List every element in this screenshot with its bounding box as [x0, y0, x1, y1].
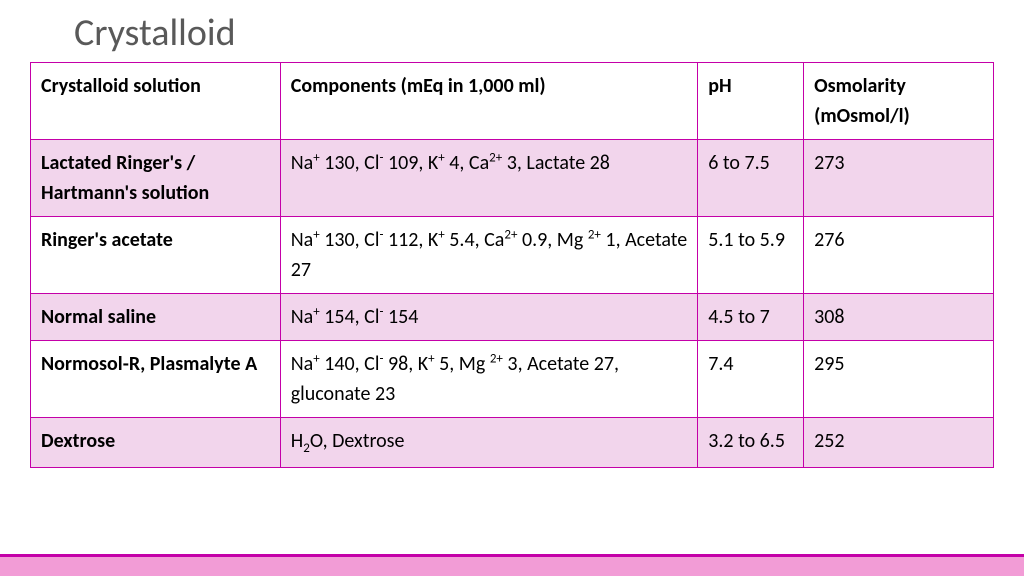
components-cell: Na+ 130, Cl- 109, K+ 4, Ca2+ 3, Lactate …: [280, 140, 697, 217]
components-cell: Na+ 140, Cl- 98, K+ 5, Mg 2+ 3, Acetate …: [280, 341, 697, 418]
components-cell: Na+ 154, Cl- 154: [280, 294, 697, 341]
footer-band: [0, 554, 1024, 576]
solution-cell: Normal saline: [31, 294, 281, 341]
table-header-cell: Components (mEq in 1,000 ml): [280, 63, 697, 140]
ph-cell: 4.5 to 7: [698, 294, 804, 341]
table-row: Ringer's acetateNa+ 130, Cl- 112, K+ 5.4…: [31, 217, 994, 294]
osmolarity-cell: 252: [804, 418, 994, 468]
components-cell: Na+ 130, Cl- 112, K+ 5.4, Ca2+ 0.9, Mg 2…: [280, 217, 697, 294]
ph-cell: 5.1 to 5.9: [698, 217, 804, 294]
table-row: Normosol-R, Plasmalyte ANa+ 140, Cl- 98,…: [31, 341, 994, 418]
table-header-cell: Osmolarity (mOsmol/l): [804, 63, 994, 140]
table-header-cell: Crystalloid solution: [31, 63, 281, 140]
osmolarity-cell: 295: [804, 341, 994, 418]
table-row: Normal salineNa+ 154, Cl- 1544.5 to 7308: [31, 294, 994, 341]
table-header-cell: pH: [698, 63, 804, 140]
page-title: Crystalloid: [74, 10, 1004, 56]
solution-cell: Ringer's acetate: [31, 217, 281, 294]
table-row: Lactated Ringer's / Hartmann's solutionN…: [31, 140, 994, 217]
crystalloid-table: Crystalloid solutionComponents (mEq in 1…: [30, 62, 994, 468]
osmolarity-cell: 276: [804, 217, 994, 294]
solution-cell: Dextrose: [31, 418, 281, 468]
table-header-row: Crystalloid solutionComponents (mEq in 1…: [31, 63, 994, 140]
solution-cell: Normosol-R, Plasmalyte A: [31, 341, 281, 418]
ph-cell: 7.4: [698, 341, 804, 418]
ph-cell: 6 to 7.5: [698, 140, 804, 217]
osmolarity-cell: 308: [804, 294, 994, 341]
components-cell: H2O, Dextrose: [280, 418, 697, 468]
solution-cell: Lactated Ringer's / Hartmann's solution: [31, 140, 281, 217]
ph-cell: 3.2 to 6.5: [698, 418, 804, 468]
osmolarity-cell: 273: [804, 140, 994, 217]
table-row: DextroseH2O, Dextrose3.2 to 6.5252: [31, 418, 994, 468]
